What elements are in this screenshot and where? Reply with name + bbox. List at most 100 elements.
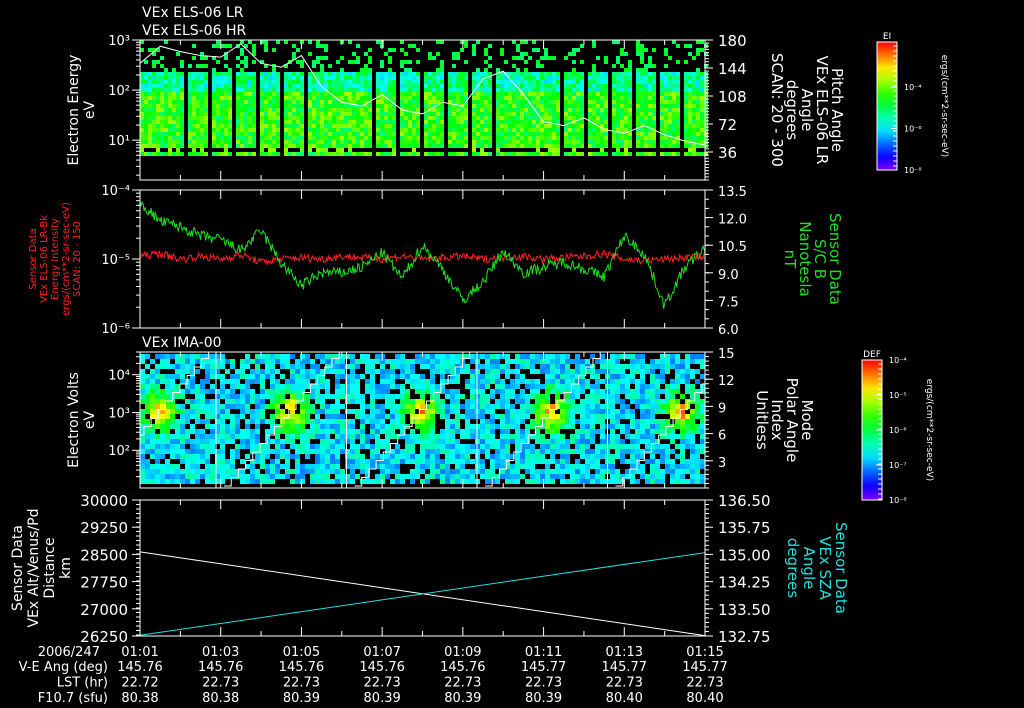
spectrogram-cell <box>515 414 520 419</box>
spectrogram-cell <box>596 104 600 108</box>
spectrogram-cell <box>388 96 392 100</box>
spectrogram-cell <box>620 409 625 414</box>
spectrogram-cell <box>164 144 168 148</box>
spectrogram-cell <box>240 444 245 449</box>
spectrogram-cell <box>640 84 644 88</box>
spectrogram-cell <box>480 112 484 116</box>
spectrogram-cell <box>700 48 704 52</box>
spectrogram-cell <box>356 88 360 92</box>
spectrogram-cell <box>196 136 200 140</box>
spectrogram-cell <box>636 104 640 108</box>
spectrogram-cell <box>470 414 475 419</box>
spectrogram-cell <box>556 76 560 80</box>
spectrogram-cell <box>580 464 585 469</box>
spectrogram-cell <box>344 88 348 92</box>
spectrogram-cell <box>455 414 460 419</box>
spectrogram-cell <box>652 88 656 92</box>
spectrogram-cell <box>352 60 356 64</box>
spectrogram-cell <box>524 72 528 76</box>
spectrogram-cell <box>375 424 380 429</box>
spectrogram-cell <box>405 374 410 379</box>
spectrogram-cell <box>380 152 384 156</box>
spectrogram-cell <box>592 80 596 84</box>
spectrogram-cell <box>595 464 600 469</box>
spectrogram-cell <box>388 84 392 88</box>
spectrogram-cell <box>240 409 245 414</box>
spectrogram-cell <box>145 384 150 389</box>
spectrogram-cell <box>180 136 184 140</box>
spectrogram-cell <box>445 409 450 414</box>
spectrogram-cell <box>448 80 452 84</box>
spectrogram-cell <box>190 444 195 449</box>
spectrogram-cell <box>155 444 160 449</box>
spectrogram-cell <box>168 136 172 140</box>
spectrogram-cell <box>300 364 305 369</box>
spectrogram-cell <box>460 80 464 84</box>
spectrogram-cell <box>240 100 244 104</box>
spectrogram-cell <box>412 112 416 116</box>
spectrogram-cell <box>504 152 508 156</box>
spectrogram-cell <box>140 92 144 96</box>
spectrogram-cell <box>305 419 310 424</box>
spectrogram-cell <box>572 92 576 96</box>
spectrogram-cell <box>588 80 592 84</box>
spectrogram-cell <box>164 92 168 96</box>
spectrogram-cell <box>436 136 440 140</box>
spectrogram-cell <box>340 474 345 479</box>
spectrogram-cell <box>565 479 570 484</box>
spectrogram-cell <box>284 104 288 108</box>
spectrogram-cell <box>464 88 468 92</box>
spectrogram-cell <box>170 379 175 384</box>
spectrogram-cell <box>700 76 704 80</box>
spectrogram-cell <box>644 92 648 96</box>
spectrogram-cell <box>188 96 192 100</box>
spectrogram-cell <box>408 116 412 120</box>
spectrogram-cell <box>272 152 276 156</box>
spectrogram-cell <box>180 152 184 156</box>
spectrogram-cell <box>360 404 365 409</box>
spectrogram-cell <box>295 359 300 364</box>
spectrogram-cell <box>524 68 528 72</box>
spectrogram-cell <box>545 374 550 379</box>
spectrogram-cell <box>400 474 405 479</box>
spectrogram-cell <box>384 116 388 120</box>
spectrogram-cell <box>464 60 468 64</box>
spectrogram-cell <box>176 132 180 136</box>
spectrogram-cell <box>505 359 510 364</box>
spectrogram-cell <box>516 152 520 156</box>
spectrogram-cell <box>520 429 525 434</box>
spectrogram-cell <box>224 112 228 116</box>
spectrogram-cell <box>164 128 168 132</box>
spectrogram-cell <box>544 72 548 76</box>
spectrogram-cell <box>704 76 708 80</box>
spectrogram-cell <box>384 124 388 128</box>
spectrogram-cell <box>672 144 676 148</box>
spectrogram-cell <box>436 84 440 88</box>
spectrogram-cell <box>636 100 640 104</box>
spectrogram-cell <box>595 359 600 364</box>
spectrogram-cell <box>456 80 460 84</box>
spectrogram-cell <box>140 108 144 112</box>
spectrogram-cell <box>324 136 328 140</box>
spectrogram-cell <box>636 128 640 132</box>
spectrogram-cell <box>325 464 330 469</box>
spectrogram-cell <box>600 429 605 434</box>
spectrogram-cell <box>624 152 628 156</box>
spectrogram-cell <box>432 132 436 136</box>
spectrogram-cell <box>204 80 208 84</box>
spectrogram-cell <box>640 469 645 474</box>
spectrogram-cell <box>560 459 565 464</box>
spectrogram-cell <box>212 80 216 84</box>
spectrogram-cell <box>150 479 155 484</box>
spectrogram-cell <box>580 444 585 449</box>
spectrogram-cell <box>585 469 590 474</box>
spectrogram-cell <box>220 44 224 48</box>
spectrogram-cell <box>500 76 504 80</box>
spectrogram-cell <box>340 374 345 379</box>
spectrogram-cell <box>252 60 256 64</box>
spectrogram-cell <box>560 424 565 429</box>
spectrogram-cell <box>290 409 295 414</box>
spectrogram-cell <box>580 389 585 394</box>
magnetic-field-line <box>139 200 706 309</box>
spectrogram-cell <box>505 354 510 359</box>
